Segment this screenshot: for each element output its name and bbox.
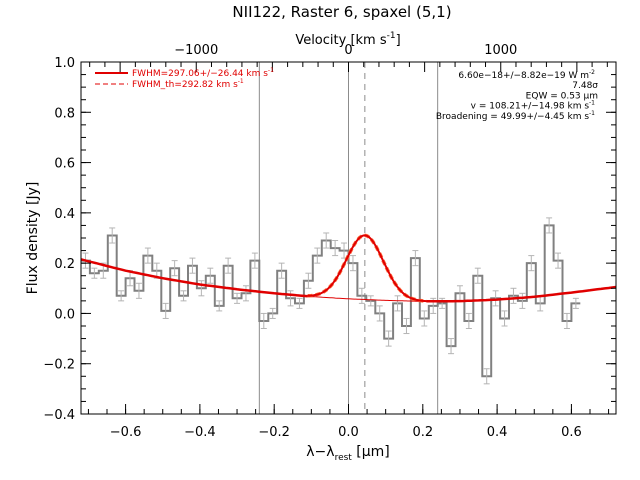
error-bar — [260, 312, 267, 330]
error-bar — [251, 252, 258, 269]
y-tick-label: 0.4 — [54, 207, 75, 222]
error-bar — [91, 267, 98, 279]
error-bar — [394, 295, 401, 312]
error-bar — [118, 290, 125, 302]
error-bar — [287, 290, 294, 307]
y-tick-label: 0.6 — [54, 157, 75, 172]
error-bar — [207, 267, 214, 284]
annotation-line: 7.48σ — [572, 81, 598, 91]
error-bar — [234, 292, 241, 304]
top-tick-label: 1000 — [484, 43, 517, 58]
baseline-fit-left — [80, 258, 308, 298]
y-axis-label: Flux density [Jy] — [25, 182, 41, 295]
x-tick-label: −0.4 — [184, 425, 216, 440]
error-bar — [323, 232, 330, 249]
error-bar — [367, 295, 374, 307]
axes: −0.6 −0.4 −0.2 0.0 0.2 0.4 0.6 −1000 0 1000 −0.4 −0… — [43, 43, 617, 440]
annotation-sup: -1 — [589, 100, 595, 107]
annotation-line: v = 108.21+/−14.98 km s-1 — [471, 100, 596, 112]
error-bar — [358, 287, 365, 304]
annotation-text: 6.60e−18+/−8.82e−19 W m — [458, 71, 589, 81]
legend-entry-sup: -1 — [238, 78, 244, 85]
x-tick-label: −0.2 — [258, 425, 290, 440]
error-bar — [572, 297, 579, 309]
top-axis-label: Velocity [km s-1] — [295, 31, 400, 48]
error-bar — [278, 262, 285, 279]
plot-area — [80, 62, 617, 414]
error-bar — [492, 290, 499, 307]
chart-title: NII122, Raster 6, spaxel (5,1) — [232, 3, 451, 21]
x-tick-label: 0.2 — [412, 425, 433, 440]
baseline-fit-right — [426, 285, 617, 303]
x-tick-label: −0.6 — [110, 425, 142, 440]
error-bar — [528, 255, 535, 272]
annotation-text: Broadening = 49.99+/−4.45 km s — [436, 112, 589, 122]
error-bar — [269, 307, 276, 319]
error-bar — [563, 312, 570, 330]
annotation-text: 7.48σ — [572, 81, 598, 91]
error-bar — [109, 227, 116, 244]
error-bar — [189, 257, 196, 274]
legend-entry-text: FWHM=297.06+/−26.44 km s — [132, 69, 268, 79]
annotation-text: v = 108.21+/−14.98 km s — [471, 102, 590, 112]
error-bar — [546, 217, 553, 234]
top-tick-label: 0 — [344, 43, 352, 58]
error-bar — [305, 272, 312, 289]
y-tick-label: 0.2 — [54, 257, 75, 272]
error-bar — [135, 282, 142, 299]
y-tick-label: 0.8 — [54, 106, 75, 121]
error-bar — [216, 300, 223, 312]
annotation-line: EQW = 0.53 μm — [526, 91, 598, 101]
y-tick-label: 0.0 — [54, 307, 75, 322]
annotation-line: Broadening = 49.99+/−4.45 km s-1 — [436, 110, 595, 122]
error-bar — [180, 290, 187, 302]
error-bar — [412, 250, 419, 267]
error-bar — [385, 330, 392, 347]
error-bar — [198, 280, 205, 297]
error-bar — [314, 247, 321, 264]
y-tick-label: 1.0 — [54, 56, 75, 71]
error-bar — [501, 310, 508, 327]
y-tick-label: −0.4 — [43, 408, 75, 423]
error-bar — [474, 267, 481, 284]
legend-entry: FWHM=297.06+/−26.44 km s-1 — [132, 67, 274, 79]
error-bar — [225, 257, 232, 274]
error-bar — [349, 255, 356, 272]
error-bar — [483, 368, 490, 385]
x-tick-label: 0.4 — [487, 425, 508, 440]
error-bar — [144, 247, 151, 264]
x-tick-label: 0.0 — [338, 425, 359, 440]
annotation-text: EQW = 0.53 μm — [526, 91, 598, 101]
error-bar — [465, 312, 472, 330]
error-bar — [555, 252, 562, 269]
error-bar — [296, 297, 303, 309]
error-bar — [376, 305, 383, 322]
top-tick-label: −1000 — [174, 43, 218, 58]
spectrum-steps — [81, 224, 581, 378]
y-tick-label: −0.2 — [43, 358, 75, 373]
baseline-under-line — [307, 295, 427, 302]
error-bar — [403, 317, 410, 335]
error-bar — [510, 287, 517, 304]
error-bar — [162, 302, 169, 319]
gauss-fit-line — [307, 234, 427, 303]
error-bar — [421, 310, 428, 327]
x-tick-label: 0.6 — [561, 425, 582, 440]
error-bar — [332, 240, 339, 257]
legend-entry-text: FWHM_th=292.82 km s — [132, 80, 238, 90]
x-axis-label: λ−λrest [μm] — [306, 444, 390, 463]
annotation-sup: -2 — [589, 69, 595, 76]
error-bar — [242, 285, 249, 302]
error-bar — [519, 292, 526, 309]
annotation-line: 6.60e−18+/−8.82e−19 W m-2 — [458, 69, 595, 81]
legend-entry: FWHM_th=292.82 km s-1 — [132, 78, 244, 90]
error-bar — [448, 338, 455, 355]
annotation-sup: -1 — [589, 110, 595, 117]
legend: FWHM=297.06+/−26.44 km s-1FWHM_th=292.82… — [95, 67, 274, 90]
legend-entry-sup: -1 — [268, 67, 274, 74]
error-bar — [171, 260, 178, 277]
